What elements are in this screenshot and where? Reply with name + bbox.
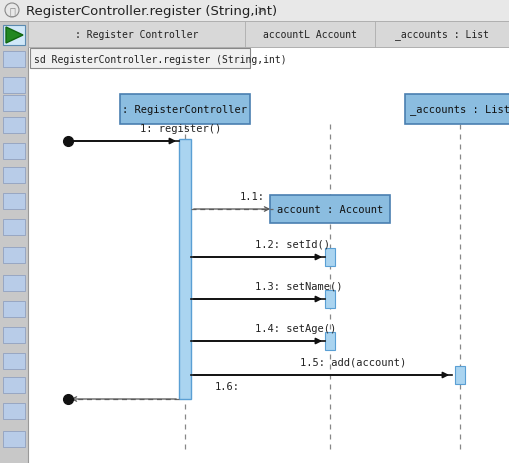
Text: accountL Account: accountL Account [263, 30, 356, 40]
Bar [324, 249, 334, 266]
Text: 1.5: add(account): 1.5: add(account) [299, 357, 406, 367]
Bar [3, 96, 25, 112]
Bar [3, 219, 25, 236]
Text: RegisterController.register (String,int): RegisterController.register (String,int) [26, 5, 276, 18]
Bar [28, 22, 509, 48]
Bar [28, 22, 244, 48]
Bar [3, 327, 25, 343]
Text: 1.4: setAge(): 1.4: setAge() [254, 323, 335, 333]
Text: : RegisterController: : RegisterController [122, 105, 247, 115]
Bar [404, 95, 509, 125]
Circle shape [5, 4, 19, 18]
Text: 1.2: setId(): 1.2: setId() [254, 239, 329, 250]
Bar [3, 247, 25, 263]
Bar [3, 194, 25, 210]
Bar [3, 26, 25, 46]
Bar [324, 332, 334, 350]
Text: sd RegisterController.register (String,int): sd RegisterController.register (String,i… [34, 55, 286, 65]
Bar [269, 195, 389, 224]
Text: : Register Controller: : Register Controller [75, 30, 198, 40]
Text: 1.1:: 1.1: [240, 192, 265, 201]
Bar [3, 118, 25, 134]
Bar [3, 144, 25, 160]
Bar [3, 168, 25, 184]
Bar [3, 301, 25, 317]
Bar [244, 22, 374, 48]
Bar [0, 22, 28, 463]
Bar [120, 95, 249, 125]
Bar [3, 377, 25, 393]
Text: ⛓: ⛓ [9, 6, 15, 16]
Bar [374, 22, 509, 48]
Bar [3, 431, 25, 447]
Bar [454, 366, 464, 384]
Bar [3, 275, 25, 291]
Text: 1.6:: 1.6: [215, 381, 240, 391]
Bar [28, 48, 509, 463]
Bar [3, 353, 25, 369]
Text: _accounts : List: _accounts : List [409, 104, 509, 115]
Text: 1.3: setName(): 1.3: setName() [254, 282, 342, 291]
Bar [179, 140, 191, 399]
Bar [324, 290, 334, 308]
Bar [3, 403, 25, 419]
Text: _accounts : List: _accounts : List [394, 30, 489, 40]
Text: account : Account: account : Account [276, 205, 382, 214]
Bar [3, 78, 25, 94]
Bar [3, 52, 25, 68]
Text: 1: register(): 1: register() [140, 124, 221, 134]
Polygon shape [6, 28, 23, 44]
FancyBboxPatch shape [30, 49, 249, 69]
Bar [0, 0, 509, 22]
